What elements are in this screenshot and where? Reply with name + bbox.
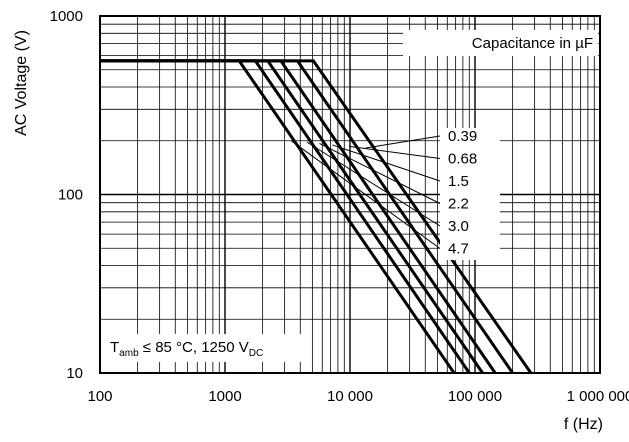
condition-note: Tamb ≤ 85 °C, 1250 VDC [110, 339, 263, 359]
legend-title-background [403, 30, 598, 56]
series-label-0-68: 0.68 [448, 151, 477, 168]
x-tick-labels: 100 1000 10 000 100 000 1 000 000 [87, 388, 629, 405]
x-tick-label: 100 000 [448, 388, 502, 405]
series-layer [100, 59, 533, 374]
note-t-sub: amb [119, 348, 139, 359]
x-tick-label: 10 000 [327, 388, 373, 405]
y-axis-title: AC Voltage (V) [13, 30, 30, 136]
note-mid: ≤ 85 °C, 1250 V [139, 339, 249, 356]
leader-line-4-7 [290, 140, 441, 249]
series-label-3-0: 3.0 [448, 218, 469, 235]
leader-line-1-5 [332, 144, 441, 182]
label-leader-lines [290, 135, 441, 249]
series-line-4-7 [100, 59, 456, 374]
series-label-4-7: 4.7 [448, 241, 469, 258]
y-tick-label: 10 [66, 365, 83, 382]
leader-line-2-2 [319, 142, 441, 204]
y-tick-label: 100 [58, 187, 83, 204]
y-tick-label: 1000 [50, 8, 83, 25]
plot-frame [99, 15, 601, 374]
condition-note-box: Tamb ≤ 85 °C, 1250 VDC [104, 334, 304, 362]
series-label-1-5: 1.5 [448, 173, 469, 190]
legend-title: Capacitance in µF [472, 35, 593, 52]
y-tick-labels: 10 100 1000 [50, 8, 83, 382]
x-tick-label: 100 [87, 388, 112, 405]
x-tick-label: 1 000 000 [567, 388, 629, 405]
x-axis-title: f (Hz) [564, 416, 603, 433]
series-label-0-39: 0.39 [448, 128, 477, 145]
x-tick-label: 1000 [208, 388, 241, 405]
series-labels: 0.39 0.68 1.5 2.2 3.0 4.7 [440, 128, 500, 260]
leader-line-0-39 [365, 135, 441, 149]
legend-title-box: Capacitance in µF [403, 30, 598, 56]
series-label-background [440, 128, 500, 260]
leader-line-3-0 [306, 141, 441, 227]
note-t: T [110, 339, 119, 356]
series-label-2-2: 2.2 [448, 196, 469, 213]
note-v-sub: DC [249, 348, 263, 359]
condition-note-background [104, 334, 304, 362]
leader-line-0-68 [349, 145, 441, 159]
